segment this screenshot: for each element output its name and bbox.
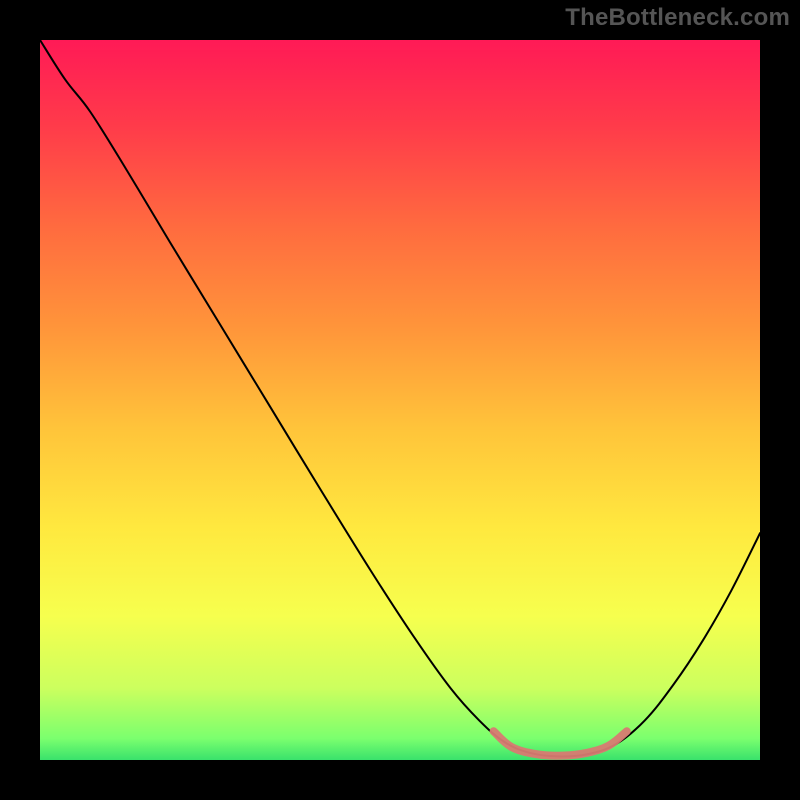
plot-area (40, 40, 760, 760)
gradient-bg (40, 40, 760, 760)
chart-frame: TheBottleneck.com (0, 0, 800, 800)
watermark-text: TheBottleneck.com (565, 4, 790, 32)
plot-svg (40, 40, 760, 760)
